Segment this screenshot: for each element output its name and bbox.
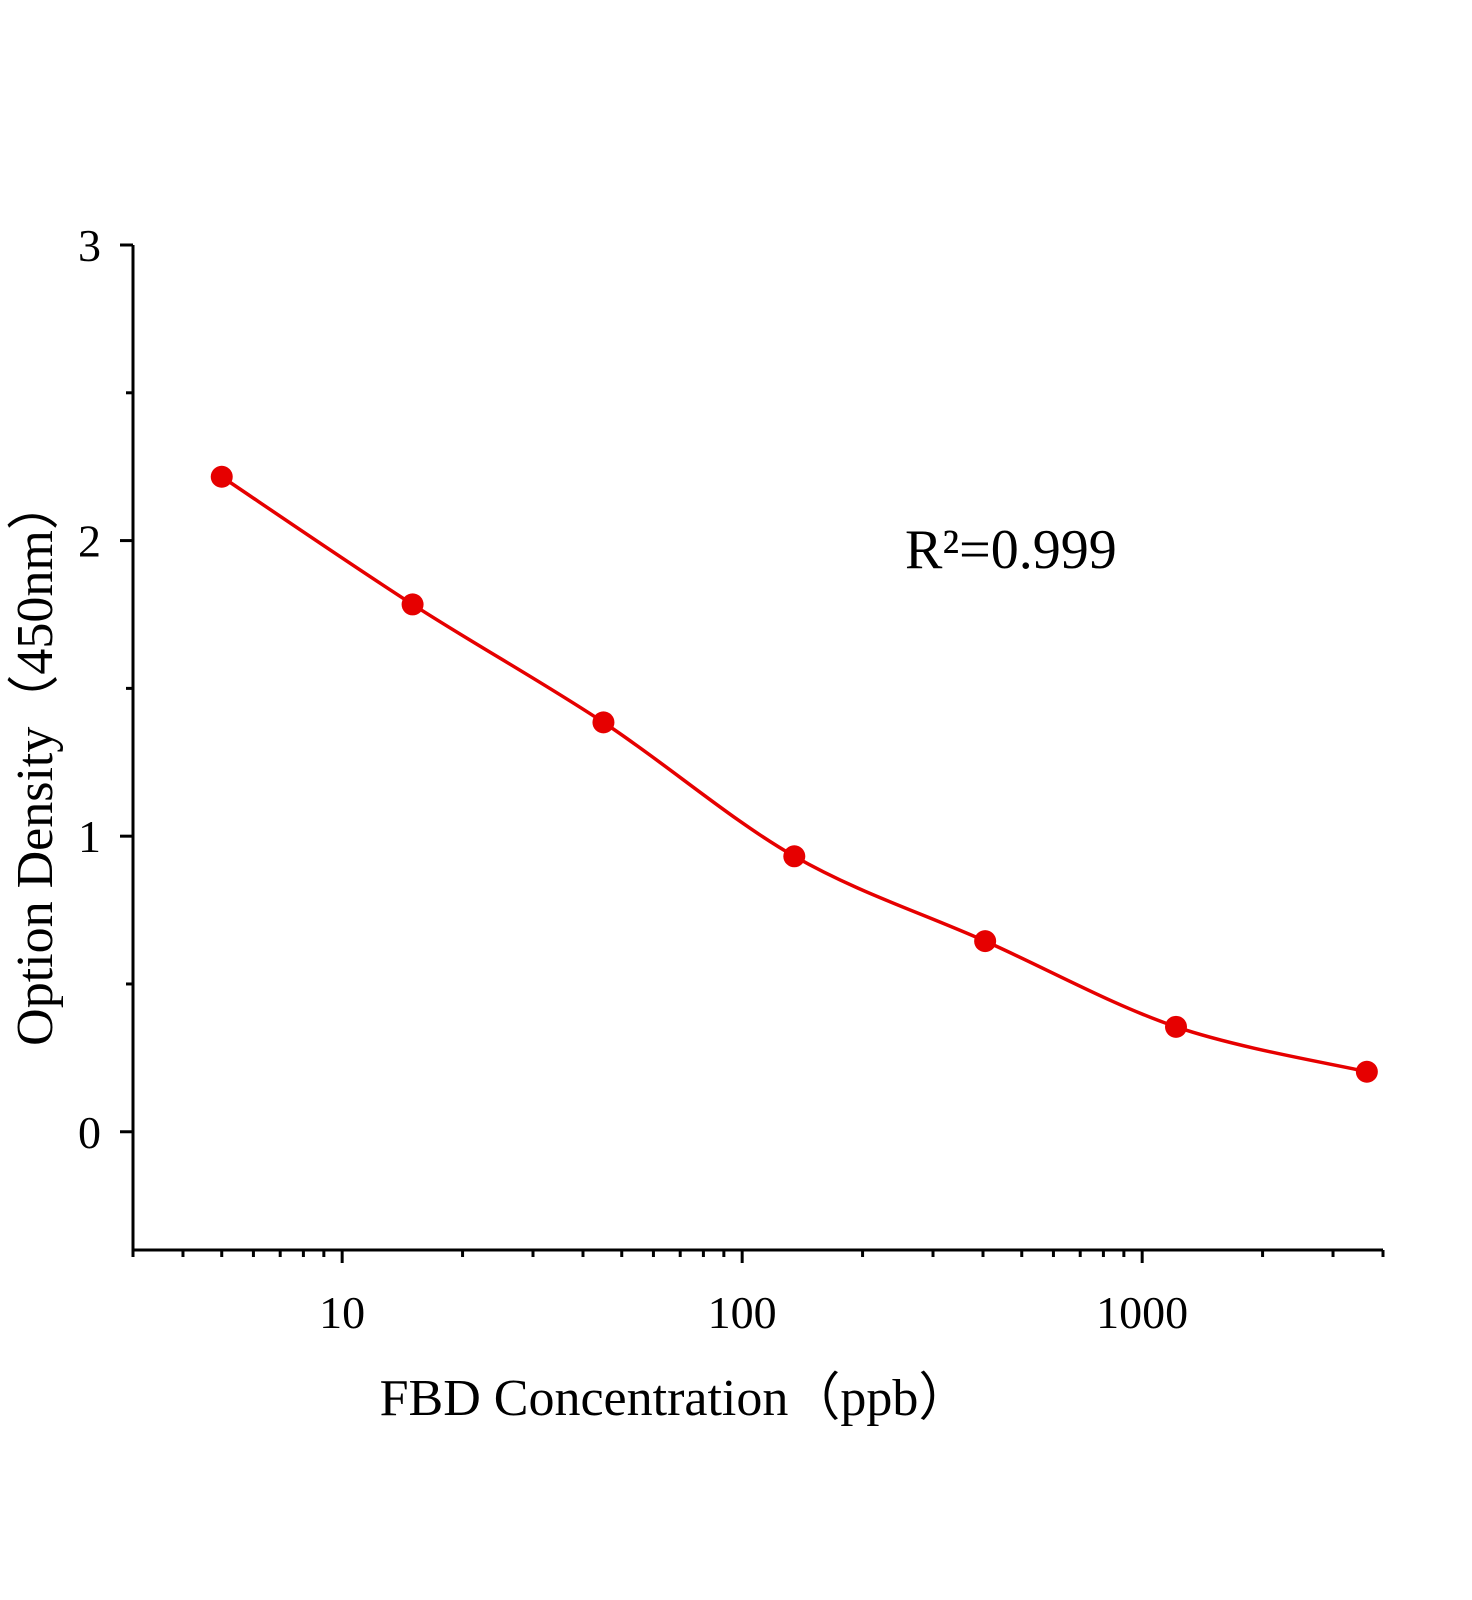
x-tick-label: 1000 bbox=[1096, 1287, 1188, 1338]
y-tick-label: 3 bbox=[78, 220, 101, 271]
y-tick-label: 2 bbox=[78, 516, 101, 567]
y-axis-label: Option Density（450nm） bbox=[7, 478, 64, 1046]
data-point bbox=[592, 711, 615, 734]
data-point bbox=[783, 845, 806, 868]
data-point bbox=[1165, 1015, 1188, 1038]
x-tick-label: 10 bbox=[319, 1287, 365, 1338]
x-tick-label: 100 bbox=[708, 1287, 777, 1338]
y-tick-label: 0 bbox=[78, 1107, 101, 1158]
data-point bbox=[401, 593, 424, 616]
data-point bbox=[1355, 1060, 1378, 1083]
annotation: R²=0.999 bbox=[905, 519, 1117, 581]
y-tick-label: 1 bbox=[78, 811, 101, 862]
data-point bbox=[974, 930, 997, 953]
fit-line bbox=[220, 475, 1368, 1074]
data-point bbox=[210, 465, 233, 488]
x-axis-label: FBD Concentration（ppb） bbox=[380, 1370, 971, 1427]
